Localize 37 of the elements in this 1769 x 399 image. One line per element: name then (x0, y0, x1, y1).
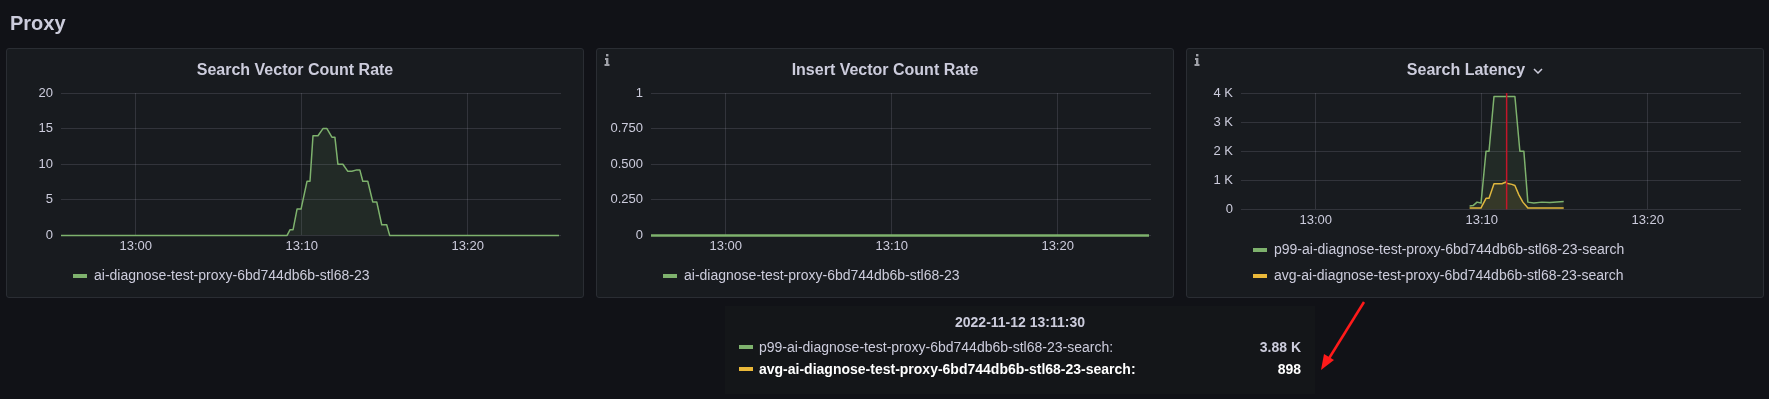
chart-title: Search Latency (1406, 61, 1526, 78)
y-tick-label: 0 (635, 226, 643, 242)
x-tick-label: 13:00 (1299, 211, 1332, 227)
y-tick-label: 1 (635, 84, 643, 100)
text: p99-ai-diagnose-test-proxy-6bd744db6b-stl68-23-search: (759, 339, 1115, 355)
text: 898 (1277, 361, 1301, 377)
x-tick-label: 13:00 (119, 237, 152, 253)
legend-label: ai-diagnose-test-proxy-6bd744db6b-stl68-23 (684, 266, 960, 283)
x-tick-label: 13:20 (1041, 237, 1074, 253)
x-tick-label: 13:20 (451, 237, 484, 253)
legend-label: ai-diagnose-test-proxy-6bd744db6b-stl68-23 (94, 266, 370, 283)
x-tick-label: 13:20 (1631, 211, 1664, 227)
text: 3.88 K (1259, 339, 1301, 355)
legend-label: avg-ai-diagnose-test-proxy-6bd744db6b-stl68-23-search (1274, 266, 1624, 283)
y-tick-label: 3 K (1213, 113, 1234, 129)
y-tick-label: 0.500 (610, 155, 643, 171)
text: avg-ai-diagnose-test-proxy-6bd744db6b-stl68-23-search: (759, 361, 1137, 377)
y-tick-label: 5 (45, 191, 53, 207)
y-tick-label: 20 (38, 84, 53, 100)
y-tick-label: 2 K (1213, 142, 1234, 158)
text: Proxy (10, 12, 66, 35)
y-tick-label: 1 K (1213, 171, 1234, 187)
text: 2022-11-12 13:11:30 (954, 314, 1086, 330)
y-tick-label: 0 (45, 226, 53, 242)
y-tick-label: 0.750 (610, 120, 643, 136)
y-tick-label: 10 (38, 155, 53, 171)
chart-title: Search Vector Count Rate (196, 61, 394, 78)
x-tick-label: 13:10 (285, 237, 319, 253)
x-tick-label: 13:10 (875, 237, 909, 253)
x-tick-label: 13:00 (709, 237, 742, 253)
y-tick-label: 0 (1225, 200, 1233, 216)
x-tick-label: 13:10 (1465, 211, 1499, 227)
chart-title: Insert Vector Count Rate (791, 61, 979, 78)
y-tick-label: 15 (38, 120, 53, 136)
y-tick-label: 0.250 (610, 191, 643, 207)
legend-label: p99-ai-diagnose-test-proxy-6bd744db6b-stl68-23-search (1274, 240, 1625, 257)
y-tick-label: 4 K (1213, 84, 1234, 100)
